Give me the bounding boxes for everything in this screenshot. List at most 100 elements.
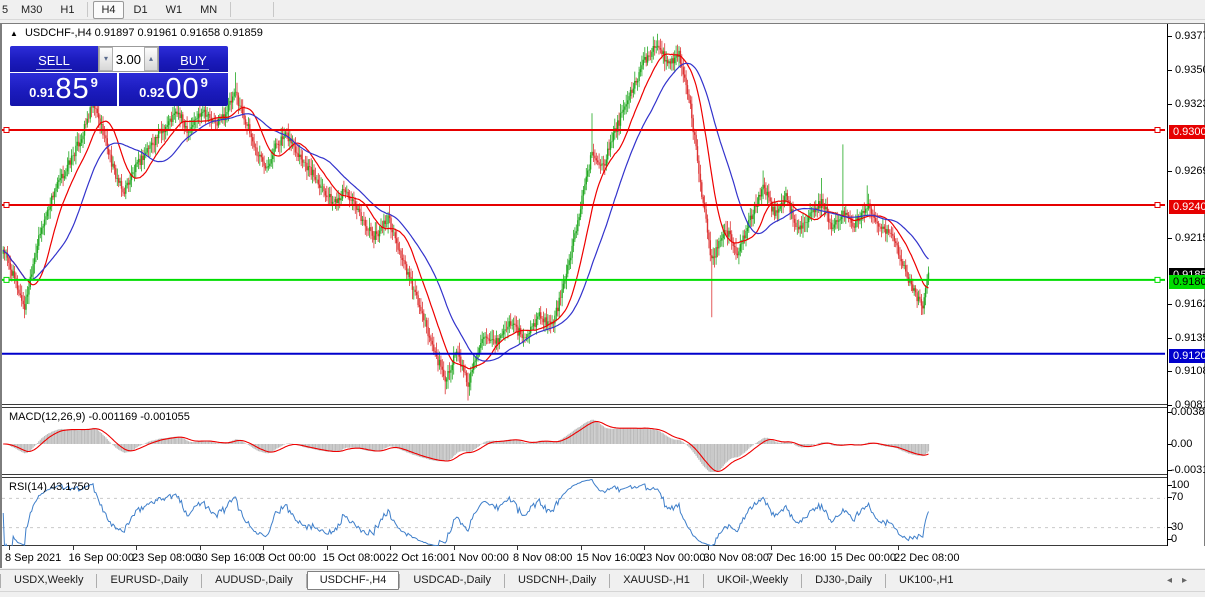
timeframe-button-d1[interactable]: D1 [133, 3, 148, 16]
price-axis-tick [1168, 36, 1172, 38]
price-axis-tick [1168, 337, 1172, 339]
time-axis-label: 30 Nov 08:00 [703, 552, 769, 564]
macd-label: MACD(12,26,9) -0.001169 -0.001055 [9, 411, 190, 423]
time-axis-label: 1 Nov 00:00 [449, 552, 509, 564]
macd-values: -0.001169 -0.001055 [88, 411, 190, 423]
price-axis-tick [1168, 304, 1172, 306]
chart-tab-xauusd-h1[interactable]: XAUUSD-,H1 [623, 574, 690, 586]
line-price-label: 0.91206 [1169, 348, 1205, 363]
chart-tab-usdchf-h4[interactable]: USDCHF-,H4 [306, 571, 400, 590]
time-axis-label: 22 Dec 08:00 [894, 552, 960, 564]
rsi-line [2, 478, 929, 546]
macd-axis-label: 0.00 [1171, 438, 1193, 450]
macd-canvas[interactable] [2, 408, 1165, 475]
rsi-label: RSI(14) 43.1750 [9, 481, 90, 493]
tab-scroll-arrows: ◂▸ [1167, 575, 1197, 586]
buy-price-display[interactable]: 0.92 00 9 [119, 73, 228, 106]
tab-separator [702, 573, 704, 588]
time-axis-tick [707, 546, 709, 550]
chart-tab-usdcnh-daily[interactable]: USDCNH-,Daily [517, 574, 597, 586]
rsi-axis-tick [1168, 539, 1172, 540]
rsi-panel[interactable]: RSI(14) 43.1750 [2, 477, 1168, 546]
chart-window: ▲ USDCHF-,H4 0.91897 0.91961 0.91658 0.9… [0, 23, 1205, 568]
moving-average-18[interactable] [2, 53, 929, 370]
sell-price-sup: 9 [90, 75, 98, 90]
volume-decrease-button[interactable]: ▾ [99, 47, 113, 71]
time-axis-label: 8 Sep 2021 [5, 552, 62, 564]
price-tick-label: 0.91620 [1175, 298, 1205, 311]
volume-increase-button[interactable]: ▴ [144, 47, 158, 71]
timeframe-button-m30[interactable]: M30 [21, 3, 43, 16]
price-tick-label: 0.92695 [1175, 164, 1205, 177]
time-axis-tick [771, 546, 772, 550]
price-axis-tick [1168, 237, 1172, 239]
price-axis-tick [1168, 69, 1172, 71]
tab-scroll-left-icon[interactable]: ◂ [1166, 575, 1182, 586]
line-handle[interactable] [1154, 276, 1161, 283]
time-axis-tick [72, 546, 74, 550]
sell-price-display[interactable]: 0.91 85 9 [10, 73, 117, 106]
time-axis-label: 15 Nov 16:00 [576, 552, 642, 564]
chart-tab-bar: USDX,Weekly EURUSD-,Daily AUDUSD-,Daily USD… [0, 569, 1205, 591]
price-axis-tick [1168, 404, 1172, 406]
time-axis-label: 22 Oct 16:00 [386, 552, 449, 564]
chart-tab-uk100-h1[interactable]: UK100-,H1 [899, 574, 954, 586]
chart-tab-audusd-daily[interactable]: AUDUSD-,Daily [215, 574, 293, 586]
timeframe-button-h4[interactable]: H4 [93, 0, 124, 19]
rsi-axis-tick [1168, 526, 1172, 528]
collapse-panel-icon[interactable]: ▲ [10, 29, 18, 38]
time-axis-tick [517, 546, 518, 550]
ohlc-readout: 0.91897 0.91961 0.91658 0.91859 [94, 27, 263, 39]
price-tick-label: 0.93235 [1175, 97, 1205, 110]
price-tick-label: 0.90810 [1175, 398, 1205, 411]
time-axis-label: 15 Oct 08:00 [322, 552, 386, 564]
timeframe-toolbar: 5 M30 H1 H4 D1 W1 MN [0, 0, 1205, 20]
tab-separator [201, 573, 203, 588]
price-axis-divider [1167, 24, 1168, 546]
line-handle[interactable] [3, 127, 10, 133]
rsi-axis-label: 70 [1171, 491, 1184, 504]
sell-button[interactable]: SELL [10, 46, 98, 72]
line-price-label: 0.93006 [1169, 125, 1205, 139]
time-axis-tick [326, 546, 328, 550]
macd-panel[interactable]: MACD(12,26,9) -0.001169 -0.001055 [2, 407, 1168, 475]
buy-button[interactable]: BUY [159, 46, 228, 72]
rsi-canvas[interactable] [2, 478, 1165, 546]
line-handle[interactable] [1154, 127, 1161, 133]
main-chart-canvas[interactable] [2, 24, 1165, 403]
time-axis[interactable]: 8 Sep 2021 16 Sep 00:00 23 Sep 08:00 30 Sep… [2, 546, 1205, 568]
price-tick-label: 0.91350 [1175, 331, 1205, 344]
line-handle[interactable] [1154, 202, 1161, 208]
chart-tab-usdcad-daily[interactable]: USDCAD-,Daily [413, 574, 491, 586]
one-click-trading-panel: SELL ▾ ▴ BUY 0.91 85 9 0.92 [10, 46, 228, 106]
timeframe-button-h1[interactable]: H1 [60, 3, 75, 16]
tab-scroll-right-icon[interactable]: ▸ [1181, 575, 1197, 586]
volume-spinner: ▾ ▴ [98, 46, 159, 72]
chart-tab-eurusd-daily[interactable]: EURUSD-,Daily [110, 574, 189, 586]
line-price-label: 0.92403 [1169, 199, 1205, 214]
timeframe-button-w1[interactable]: W1 [165, 3, 183, 16]
volume-input[interactable] [113, 47, 144, 71]
timeframe-button-mn[interactable]: MN [200, 3, 218, 16]
chart-tab-dj30-daily[interactable]: DJ30-,Daily [815, 574, 873, 586]
macd-axis-label: -0.003110 [1171, 464, 1205, 477]
moving-average-40[interactable] [2, 62, 929, 362]
price-axis-tick [1168, 170, 1172, 172]
line-handle[interactable] [3, 276, 10, 283]
timeframe-button-partial[interactable]: 5 [2, 3, 9, 16]
chart-tab-ukoil-weekly[interactable]: UKOil-,Weekly [716, 574, 789, 586]
tab-separator [0, 573, 1, 588]
line-handle[interactable] [3, 202, 10, 208]
time-axis-tick [263, 546, 264, 550]
time-axis-label: 23 Nov 00:00 [640, 552, 706, 564]
time-axis-tick [580, 546, 582, 550]
rsi-value: 43.1750 [49, 481, 90, 493]
chart-tab-usdx-weekly[interactable]: USDX,Weekly [14, 574, 84, 586]
time-axis-label: 30 Sep 16:00 [195, 552, 261, 564]
price-tick-label: 0.91080 [1175, 365, 1205, 378]
bull-candle-bodies [2, 45, 930, 387]
time-axis-label: 7 Dec 16:00 [767, 552, 827, 564]
sell-price-big: 85 [55, 73, 90, 105]
tab-separator [609, 573, 611, 588]
